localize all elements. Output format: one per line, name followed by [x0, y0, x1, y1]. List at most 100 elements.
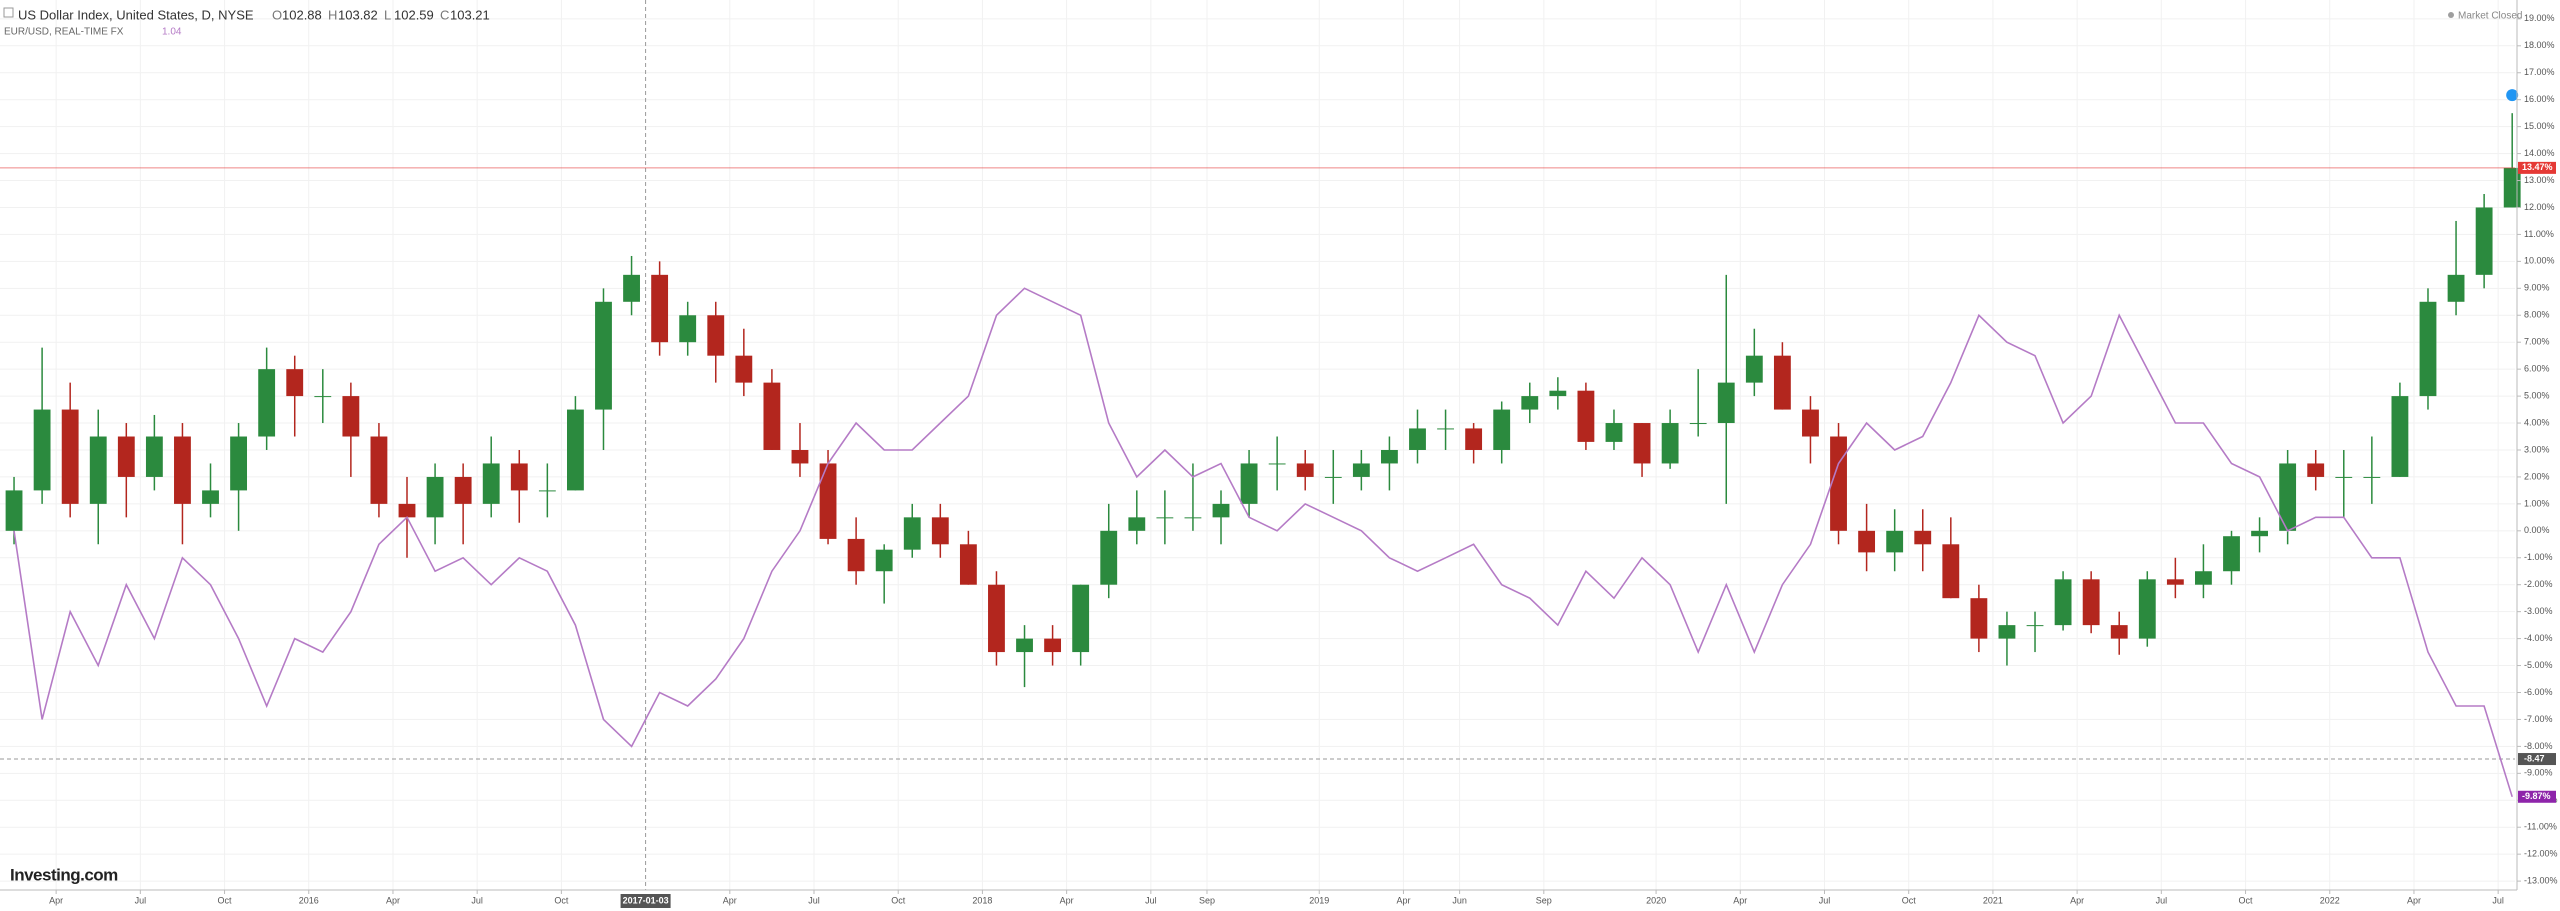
candle-body [1577, 390, 1595, 442]
candle-body [286, 369, 304, 397]
candle-body [1409, 428, 1426, 450]
x-tick-label: Apr [49, 895, 63, 905]
candle-body [2223, 536, 2240, 572]
candle-body [1268, 463, 1286, 465]
y-tick-label: -9.00% [2524, 768, 2553, 778]
x-tick-label: Jul [2156, 895, 2168, 905]
y-tick-label: -8.00% [2524, 741, 2553, 751]
candle-body [1521, 396, 1539, 410]
brand-logo[interactable]: Investing.com [10, 865, 119, 884]
candle-body [510, 463, 528, 491]
y-tick-label: -5.00% [2524, 660, 2553, 670]
candle-body [1072, 584, 1090, 653]
collapse-icon[interactable] [3, 7, 14, 18]
candle-body [145, 436, 163, 477]
candle-body [1802, 409, 1819, 437]
axes: 19.00% 18.00% 17.00% 16.00% 15.00% 14.00% 13.0… [49, 13, 2558, 908]
x-tick-label: 2016 [299, 895, 319, 905]
candle-body [1745, 355, 1763, 383]
grid [0, 0, 2515, 890]
candle-body [230, 436, 248, 491]
candle-body [2335, 476, 2353, 478]
x-tick-label: Jul [471, 895, 483, 905]
candle-body [707, 315, 725, 356]
candle-body [2363, 476, 2381, 478]
ohlc-key: L [384, 7, 391, 22]
candle-body [5, 490, 23, 531]
candle-body [2026, 625, 2044, 627]
y-tick-label: 2.00% [2524, 471, 2550, 481]
y-tick-label: 12.00% [2524, 202, 2555, 212]
candle-body [89, 436, 107, 504]
candle-body [988, 584, 1005, 653]
y-tick-label: -12.00% [2524, 849, 2558, 859]
price-label-bg [2518, 161, 2556, 174]
x-tick-label: Jun [1452, 895, 1467, 905]
y-tick-label: 19.00% [2524, 13, 2555, 23]
candle-body [1549, 390, 1567, 397]
candle-body [1100, 530, 1118, 585]
ohlc-value: 102.59 [394, 7, 434, 22]
y-tick-label: -4.00% [2524, 633, 2553, 643]
candle-body [1381, 449, 1398, 464]
crosshair-y-label-bg [2518, 753, 2556, 766]
last-price: 1.04 [162, 27, 182, 38]
ohlc-key: H [328, 7, 337, 22]
candle-body [1717, 382, 1735, 424]
candle-body [1858, 530, 1876, 553]
candle-body [1128, 517, 1146, 531]
y-tick-label: -7.00% [2524, 714, 2553, 724]
crosshair-y-label: -8.47 [2524, 753, 2545, 763]
y-tick-label: 0.00% [2524, 525, 2550, 535]
y-tick-label: 4.00% [2524, 417, 2550, 427]
candle-body [623, 274, 640, 302]
event-badge [2506, 89, 2519, 102]
candle-body [2419, 301, 2437, 397]
chart-title: US Dollar Index, United States, D, NYSE [18, 7, 254, 22]
candle-body [1437, 428, 1454, 430]
y-tick-label: 17.00% [2524, 67, 2555, 77]
x-tick-label: 2020 [1646, 895, 1666, 905]
series-name: EUR/USD, REAL-TIME FX [4, 27, 124, 38]
candle-body [2251, 530, 2268, 537]
x-tick-label: 2022 [2320, 895, 2340, 905]
candle-body [1830, 436, 1847, 531]
y-tick-label: 13.00% [2524, 175, 2555, 185]
candle-body [959, 544, 977, 585]
x-tick-label: 2021 [1983, 895, 2003, 905]
y-tick-label: 10.00% [2524, 256, 2555, 266]
y-tick-label: 3.00% [2524, 444, 2550, 454]
ohlc-header: O 102.88 H 103.82 L 102.59 C 103.21 [272, 7, 490, 22]
candle-body [1016, 638, 1033, 653]
candle-body [1184, 517, 1202, 519]
candle-body [314, 396, 332, 398]
x-tick-label: Oct [218, 895, 233, 905]
status-dot [2448, 12, 2454, 18]
y-tick-label: 9.00% [2524, 283, 2550, 293]
candle-body [202, 490, 219, 504]
x-tick-label: Oct [2239, 895, 2254, 905]
candle-body [2503, 167, 2521, 208]
x-tick-label: Jul [808, 895, 820, 905]
candle-body [1324, 476, 1342, 478]
y-tick-label: 16.00% [2524, 94, 2555, 104]
y-tick-label: -2.00% [2524, 579, 2553, 589]
x-tick-label: Apr [2407, 895, 2421, 905]
candle-body [2138, 579, 2156, 639]
candle-body [2475, 207, 2493, 275]
candle-body [651, 274, 669, 343]
candle-body [1156, 517, 1174, 519]
x-tick-label: Apr [1060, 895, 1074, 905]
y-tick-label: -11.00% [2524, 822, 2557, 832]
candle-body [735, 355, 753, 383]
x-tick-label: Sep [1199, 895, 1215, 905]
y-tick-label: 18.00% [2524, 40, 2555, 50]
ohlc-value: 103.82 [338, 7, 378, 22]
candle-body [1886, 530, 1904, 553]
x-tick-label: 2018 [972, 895, 992, 905]
candle-body [61, 409, 79, 504]
candle-body [791, 449, 809, 464]
price-label: -9.87% [2522, 791, 2551, 801]
